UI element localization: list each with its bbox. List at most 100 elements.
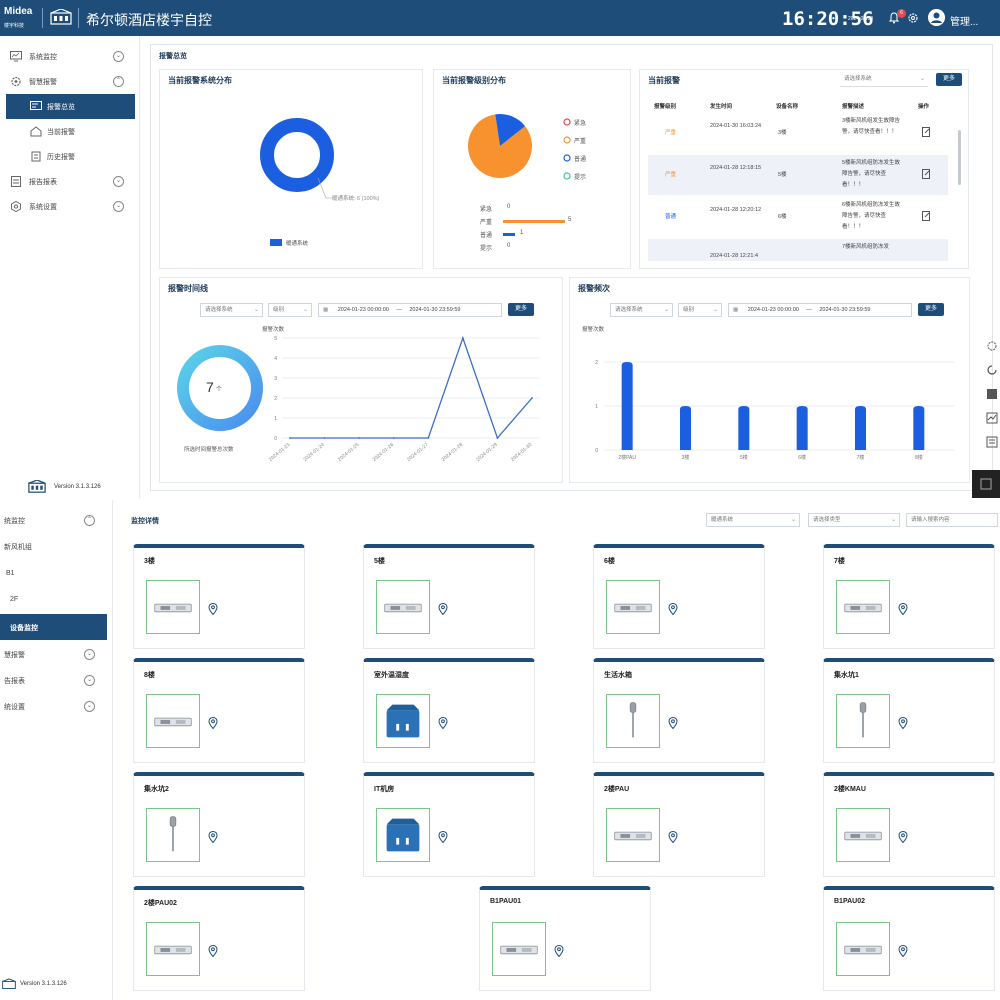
location-pin-icon[interactable] [668,717,678,729]
chevron-down-icon[interactable]: ⌄ [113,176,124,187]
location-pin-icon[interactable] [898,831,908,843]
date-range-picker[interactable]: ▦ 2024-01-23 00:00:00 — 2024-01-30 23:59… [728,303,912,317]
device-thumbnail[interactable] [146,922,200,976]
device-thumbnail[interactable] [146,694,200,748]
chevron-down-icon[interactable]: ⌄ [84,675,95,686]
avatar[interactable] [928,9,945,26]
location-pin-icon[interactable] [208,945,218,957]
location-pin-icon[interactable] [208,831,218,843]
location-pin-icon[interactable] [208,603,218,615]
device-thumbnail[interactable] [376,580,430,634]
sidebar-item-system-monitor[interactable]: 系统监控 ⌄ [0,44,140,69]
sidebar-item-settings[interactable]: 系统设置 ⌄ [0,194,140,219]
location-pin-icon[interactable] [668,603,678,615]
table-row[interactable]: 普通 2024-01-28 12:20:12 6楼 6楼新风机组防冻发生故障告警… [648,197,948,237]
device-card[interactable]: 集水坑1 [823,658,995,763]
level-select[interactable]: 级别 ⌄ [268,303,312,317]
device-thumbnail[interactable] [606,580,660,634]
more-button[interactable]: 更多 [918,303,944,316]
sidebar-item-system-monitor[interactable]: 统监控 ⌃ [0,508,113,533]
device-card[interactable]: 5楼 [363,544,535,649]
edit-icon[interactable] [922,127,931,137]
device-thumbnail[interactable] [836,694,890,748]
chevron-down-icon[interactable]: ⌄ [84,649,95,660]
location-pin-icon[interactable] [438,831,448,843]
device-card[interactable]: 集水坑2 [133,772,305,877]
location-pin-icon[interactable] [898,603,908,615]
sidebar-item-alarm-overview[interactable]: 报警总览 [6,94,135,119]
system-select[interactable]: 请选择系统 ⌄ [200,303,263,317]
sidebar-item-reports[interactable]: 告报表 ⌄ [0,668,113,693]
sidebar-item-reports[interactable]: 报告报表 ⌄ [0,169,140,194]
sidebar-item-settings[interactable]: 统设置 ⌄ [0,694,113,719]
device-thumbnail[interactable] [492,922,546,976]
location-pin-icon[interactable] [208,717,218,729]
chevron-down-icon[interactable]: ⌄ [84,701,95,712]
grid-icon[interactable] [986,388,998,400]
settings-icon[interactable] [986,340,998,352]
device-card[interactable]: 8楼 [133,658,305,763]
search-input[interactable] [906,513,998,527]
refresh-icon[interactable] [986,364,998,376]
more-button[interactable]: 更多 [508,303,534,316]
device-card[interactable]: 3楼 [133,544,305,649]
chevron-up-icon[interactable]: ⌃ [113,76,124,87]
device-thumbnail[interactable] [606,808,660,862]
sidebar-item-history-alarm[interactable]: 历史报警 [0,144,140,169]
alarm-gear-icon [11,76,21,87]
device-thumbnail[interactable] [376,694,430,748]
device-card[interactable]: B1PAU02 [823,886,995,991]
device-card[interactable]: 2楼PAU [593,772,765,877]
chevron-down-icon[interactable]: ⌄ [113,51,124,62]
chevron-up-icon[interactable]: ⌃ [84,515,95,526]
level-select[interactable]: 级别 ⌄ [678,303,722,317]
edit-icon[interactable] [922,211,931,221]
device-card[interactable]: 2楼KMAU [823,772,995,877]
table-row[interactable]: 严重 2024-01-28 12:18:15 5楼 5楼新风机组防冻发生故障告警… [648,155,948,195]
chevron-down-icon[interactable]: ⌄ [113,201,124,212]
system-filter[interactable]: 暖通系统 ⌄ [706,513,800,527]
scrollbar[interactable] [958,130,961,185]
sidebar-item-smart-alarm[interactable]: 慧报警 ⌄ [0,642,113,667]
table-row[interactable]: 2024-01-28 12:21:4 7楼新风机组防冻发 [648,239,948,261]
sidebar-item-current-alarm[interactable]: 当前报警 [0,119,140,144]
location-pin-icon[interactable] [438,717,448,729]
system-select[interactable]: 请选择系统 ⌄ [840,73,928,87]
device-card[interactable]: 6楼 [593,544,765,649]
list-icon[interactable] [986,436,998,448]
category-filter[interactable]: 请选择类型 ⌄ [808,513,900,527]
device-thumbnail[interactable] [836,808,890,862]
table-row[interactable]: 严重 2024-01-30 16:03:24 3楼 3楼新风机组发生故障告警，请… [648,113,948,153]
gear-icon[interactable] [907,12,919,24]
device-thumbnail[interactable] [836,580,890,634]
system-select[interactable]: 请选择系统 ⌄ [610,303,673,317]
edit-icon[interactable] [922,169,931,179]
location-pin-icon[interactable] [898,717,908,729]
date-range-picker[interactable]: ▦ 2024-01-23 00:00:00 — 2024-01-30 23:59… [318,303,502,317]
device-thumbnail[interactable] [146,580,200,634]
location-pin-icon[interactable] [554,945,564,957]
bell-icon[interactable] [888,12,900,24]
sidebar-item-2f[interactable]: 2F [0,588,113,613]
device-card[interactable]: 生活水箱 [593,658,765,763]
sidebar-item-fresh-air[interactable]: 新风机组 [0,534,113,559]
location-pin-icon[interactable] [438,603,448,615]
device-thumbnail[interactable] [606,694,660,748]
location-pin-icon[interactable] [898,945,908,957]
device-thumbnail[interactable] [146,808,200,862]
sidebar-item-b1[interactable]: B1 [0,562,113,587]
device-card[interactable]: 7楼 [823,544,995,649]
sidebar-item-smart-alarm[interactable]: 智慧报警 ⌃ [0,69,140,94]
chart-icon[interactable] [986,412,998,424]
device-card[interactable]: B1PAU01 [479,886,651,991]
device-thumbnail[interactable] [836,922,890,976]
device-thumbnail[interactable] [376,808,430,862]
more-button[interactable]: 更多 [936,73,962,86]
device-card[interactable]: 2楼PAU02 [133,886,305,991]
device-card[interactable]: IT机房 [363,772,535,877]
location-pin-icon[interactable] [668,831,678,843]
floating-panel-toggle[interactable] [972,470,1000,498]
sidebar-item-device-monitor[interactable]: 设备监控 [0,614,107,640]
user-name[interactable]: 管理... [950,17,979,28]
device-card[interactable]: 室外温湿度 [363,658,535,763]
